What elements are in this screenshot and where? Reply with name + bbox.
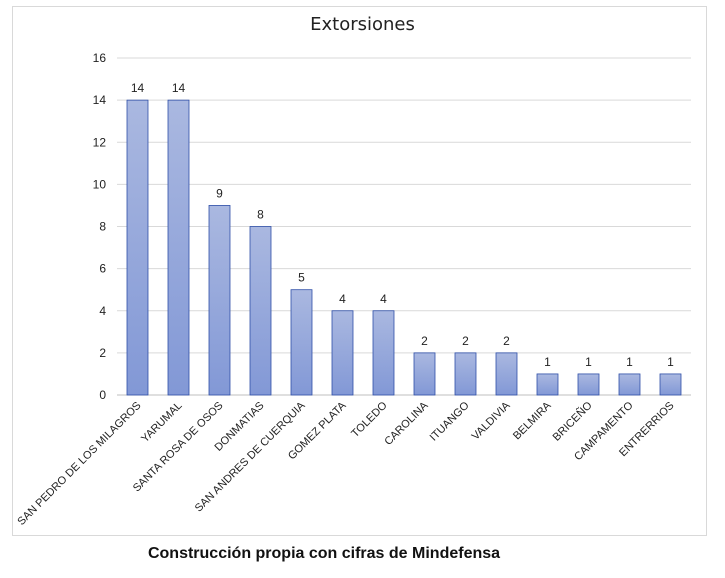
y-tick-label: 16 [93, 51, 107, 65]
data-label: 2 [503, 334, 510, 348]
bar [331, 310, 354, 396]
y-tick-label: 12 [93, 135, 107, 149]
data-label: 9 [216, 186, 223, 200]
data-label: 14 [131, 81, 145, 95]
chart-title: Extorsiones [310, 14, 415, 35]
x-tick-label: ITUANGO [428, 399, 472, 443]
data-label: 1 [585, 355, 592, 369]
bar [454, 352, 477, 396]
data-label: 1 [544, 355, 551, 369]
x-tick-label: BELMIRA [511, 399, 554, 442]
source-note: Construcción propia con cifras de Mindef… [147, 545, 501, 562]
data-label: 8 [257, 208, 264, 222]
data-label: 1 [626, 355, 633, 369]
y-tick-label: 0 [99, 388, 106, 402]
bar [495, 352, 518, 396]
bar [126, 99, 149, 396]
data-label: 4 [380, 292, 387, 306]
data-label: 2 [421, 334, 428, 348]
bar [536, 373, 559, 396]
x-tick-label: TOLEDO [349, 399, 390, 440]
bar [249, 226, 272, 396]
bar [290, 289, 313, 396]
y-tick-label: 4 [99, 304, 106, 318]
x-tick-label: BRICEÑO [550, 399, 595, 444]
data-label: 2 [462, 334, 469, 348]
data-label: 4 [339, 292, 346, 306]
bar [167, 99, 190, 396]
x-tick-label: SAN PEDRO DE LOS MILAGROS [15, 400, 143, 528]
x-tick-label: VALDIVIA [470, 399, 513, 442]
y-tick-label: 2 [99, 346, 106, 360]
bar [659, 373, 682, 396]
bar [618, 373, 641, 396]
data-label: 1 [667, 355, 674, 369]
y-tick-label: 8 [99, 220, 106, 234]
bar [413, 352, 436, 396]
y-tick-label: 10 [93, 177, 107, 191]
data-label: 14 [172, 81, 186, 95]
bar [577, 373, 600, 396]
data-label: 5 [298, 271, 305, 285]
bar [372, 310, 395, 396]
y-tick-label: 14 [93, 93, 107, 107]
x-tick-label: CAROLINA [382, 399, 431, 448]
bar [208, 205, 231, 396]
y-tick-label: 6 [99, 262, 106, 276]
